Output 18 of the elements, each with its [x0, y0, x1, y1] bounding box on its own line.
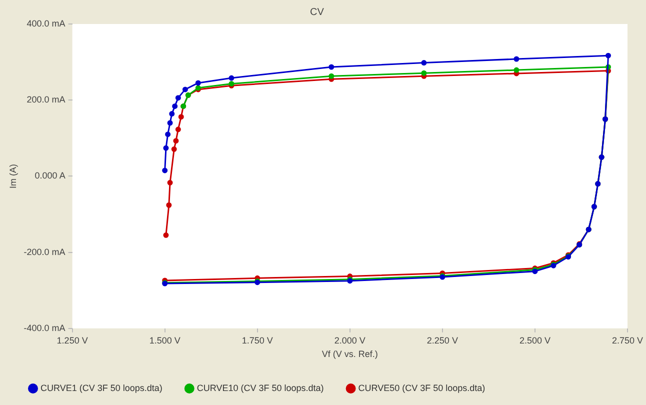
x-tick-label: 1.750 V — [242, 335, 273, 346]
y-tick-label: 400.0 mA — [26, 18, 66, 28]
x-tick-label: 1.500 V — [149, 335, 180, 346]
legend-label: CURVE10 (CV 3F 50 loops.dta) — [196, 382, 324, 393]
y-tick-label: -200.0 mA — [24, 246, 66, 257]
y-tick-label: -400.0 mA — [24, 322, 66, 333]
x-tick-label: 1.250 V — [56, 335, 88, 346]
chart-title: CV — [310, 6, 324, 18]
y-tick-label: 0.000 A — [34, 170, 66, 181]
legend-label: CURVE1 (CV 3F 50 loops.dta) — [40, 382, 162, 393]
legend-label: CURVE50 (CV 3F 50 loops.dta) — [358, 382, 486, 393]
x-tick-label: 2.500 V — [519, 335, 550, 346]
y-axis-title: Im (A) — [8, 164, 18, 188]
x-tick-label: 2.250 V — [426, 335, 458, 346]
x-tick-label: 2.000 V — [334, 335, 366, 346]
y-tick-label: 200.0 mA — [26, 94, 66, 105]
x-axis-title: Vf (V vs. Ref.) — [322, 349, 378, 360]
x-tick-label: 2.750 V — [612, 335, 644, 346]
